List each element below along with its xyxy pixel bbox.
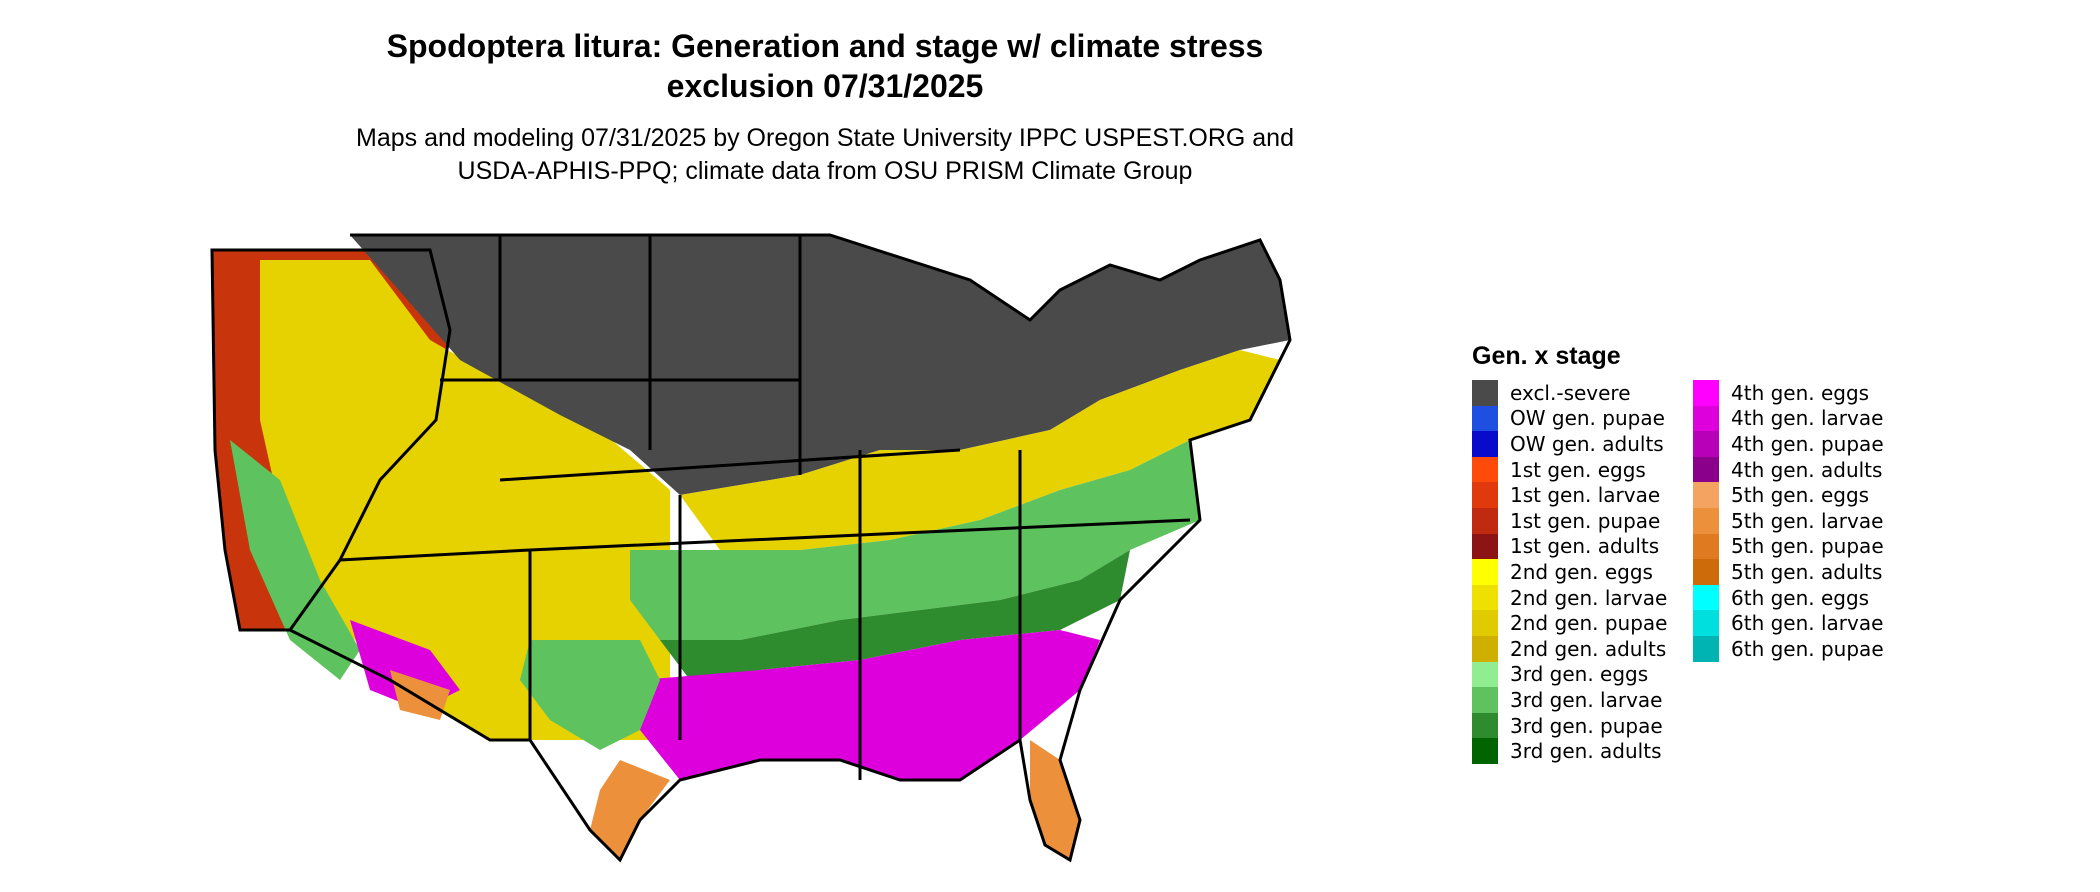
legend-swatch (1693, 584, 1719, 611)
legend-label: 6th gen. larvae (1731, 611, 1884, 636)
legend-label: 5th gen. larvae (1731, 508, 1884, 533)
legend-swatch (1693, 482, 1719, 508)
legend-label: 5th gen. eggs (1731, 483, 1870, 508)
map-title-line-2: exclusion 07/31/2025 (666, 68, 984, 104)
legend-item: 3rd gen. eggs (1472, 661, 1667, 688)
map-region-florida-orange (1030, 740, 1080, 860)
legend-item: 2nd gen. eggs (1472, 559, 1667, 585)
legend-swatch (1693, 405, 1719, 432)
legend-label: 4th gen. larvae (1731, 406, 1884, 431)
state-borders (210, 233, 1292, 863)
legend-label: 2nd gen. adults (1510, 636, 1667, 661)
legend-swatch (1693, 610, 1719, 636)
legend-label: 1st gen. pupae (1510, 508, 1661, 533)
map-region-texas-west (520, 640, 660, 750)
legend-item: 5th gen. larvae (1693, 507, 1884, 534)
map-region-midwest-band (680, 350, 1280, 550)
legend-swatch (1693, 380, 1719, 406)
legend-item: 3rd gen. pupae (1472, 712, 1667, 739)
legend-swatch (1472, 482, 1498, 508)
map-region-texas-gulf-orange (590, 760, 670, 860)
legend-item: 2nd gen. adults (1472, 635, 1667, 662)
legend-item: 5th gen. eggs (1693, 482, 1884, 508)
legend-item: 6th gen. eggs (1693, 584, 1884, 611)
legend-item: 6th gen. larvae (1693, 610, 1884, 636)
legend-label: 2nd gen. eggs (1510, 559, 1653, 584)
legend-swatch (1472, 507, 1498, 534)
legend-item: 1st gen. eggs (1472, 456, 1667, 483)
legend-label: 3rd gen. pupae (1510, 713, 1663, 738)
legend-label: 1st gen. adults (1510, 534, 1660, 559)
legend-swatch (1472, 431, 1498, 457)
legend-swatch (1693, 533, 1719, 560)
legend-label: 5th gen. pupae (1731, 534, 1884, 559)
legend-label: 3rd gen. eggs (1510, 662, 1649, 687)
legend-label: excl.-severe (1510, 380, 1631, 405)
map-title: Spodoptera litura: Generation and stage … (260, 26, 1390, 106)
legend-item: 3rd gen. larvae (1472, 687, 1667, 713)
legend-label: OW gen. adults (1510, 431, 1664, 456)
legend-item: 1st gen. larvae (1472, 482, 1667, 508)
map-title-line-1: Spodoptera litura: Generation and stage … (386, 28, 1264, 64)
legend-label: 3rd gen. adults (1510, 739, 1662, 764)
legend-label: 1st gen. eggs (1510, 457, 1646, 482)
legend-swatch (1472, 738, 1498, 764)
map-subtitle-line-2: USDA-APHIS-PPQ; climate data from OSU PR… (457, 157, 1193, 185)
legend-swatch (1472, 661, 1498, 688)
legend-title: Gen. x stage (1472, 342, 1621, 370)
legend-swatch (1472, 405, 1498, 432)
legend-swatch (1472, 635, 1498, 662)
legend-item: 5th gen. pupae (1693, 533, 1884, 560)
legend-label: 5th gen. adults (1731, 559, 1883, 584)
legend-label: 3rd gen. larvae (1510, 687, 1663, 712)
legend-item: 4th gen. larvae (1693, 405, 1884, 432)
legend-item: 1st gen. pupae (1472, 507, 1667, 534)
map-region-southern-dark-green (660, 550, 1130, 680)
us-map (210, 233, 1292, 863)
legend-item: 6th gen. pupae (1693, 635, 1884, 662)
legend-label: OW gen. pupae (1510, 406, 1665, 431)
legend-label: 2nd gen. larvae (1510, 585, 1668, 610)
map-subtitle: Maps and modeling 07/31/2025 by Oregon S… (260, 122, 1390, 188)
legend-item: 2nd gen. pupae (1472, 610, 1667, 636)
legend-swatch (1472, 610, 1498, 636)
legend-swatch (1472, 380, 1498, 406)
legend-item: 4th gen. eggs (1693, 380, 1884, 406)
legend-item: OW gen. pupae (1472, 405, 1667, 432)
legend-label: 6th gen. eggs (1731, 585, 1870, 610)
legend-swatch (1693, 507, 1719, 534)
legend-item: excl.-severe (1472, 380, 1667, 406)
legend-label: 2nd gen. pupae (1510, 611, 1668, 636)
legend-swatch (1472, 687, 1498, 713)
legend-item: 3rd gen. adults (1472, 738, 1667, 764)
legend-swatch (1693, 456, 1719, 483)
legend-column-2: 4th gen. eggs 4th gen. larvae 4th gen. pup… (1693, 380, 1884, 662)
legend-item: OW gen. adults (1472, 431, 1667, 457)
legend-swatch (1693, 635, 1719, 662)
legend-item: 2nd gen. larvae (1472, 584, 1668, 611)
legend-swatch (1472, 559, 1498, 585)
map-subtitle-line-1: Maps and modeling 07/31/2025 by Oregon S… (356, 124, 1294, 152)
legend-label: 6th gen. pupae (1731, 636, 1884, 661)
legend-column-1: excl.-severe OW gen. pupae OW gen. adults 1… (1472, 380, 1667, 764)
legend-label: 4th gen. pupae (1731, 431, 1884, 456)
legend-item: 4th gen. pupae (1693, 431, 1884, 457)
legend-label: 4th gen. adults (1731, 457, 1883, 482)
legend-label: 1st gen. larvae (1510, 483, 1661, 508)
legend-swatch (1693, 431, 1719, 457)
map-region-north-excluded (350, 235, 1290, 495)
legend-swatch (1472, 712, 1498, 739)
map-region-southern-green (630, 440, 1200, 640)
legend-swatch (1472, 533, 1498, 560)
legend-swatch (1472, 584, 1498, 611)
legend-swatch (1472, 456, 1498, 483)
legend-item: 4th gen. adults (1693, 456, 1884, 483)
legend-swatch (1693, 559, 1719, 585)
legend-item: 5th gen. adults (1693, 559, 1884, 585)
map-region-california-valley (230, 440, 360, 680)
map-region-west-interior (260, 260, 670, 740)
legend-label: 4th gen. eggs (1731, 380, 1870, 405)
legend-item: 1st gen. adults (1472, 533, 1667, 560)
map-region-south-magenta (640, 630, 1100, 780)
